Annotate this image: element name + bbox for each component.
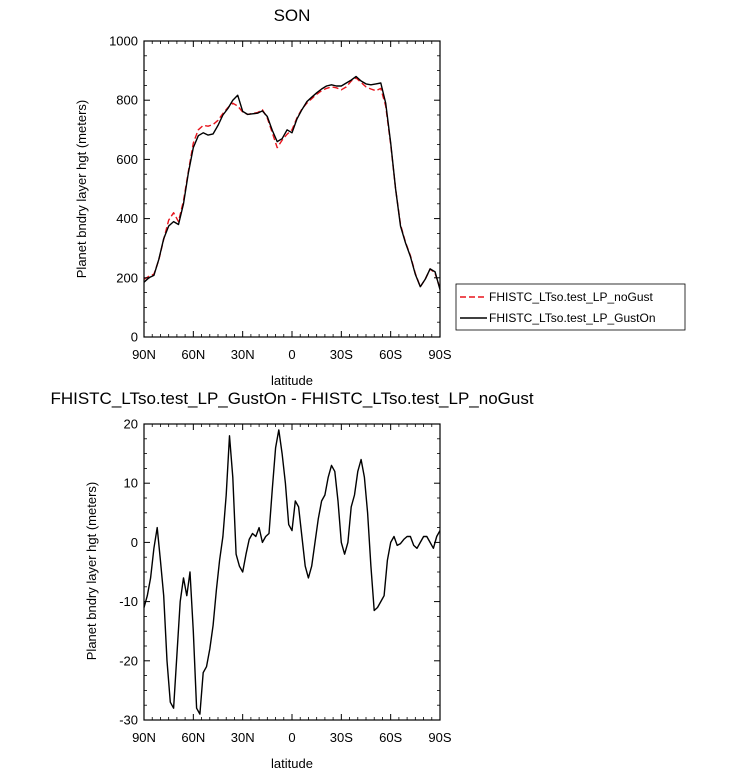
bottom-chart-frame [143,423,441,721]
bottom-xtick-label: 30N [231,730,255,745]
bottom-xtick-label: 0 [288,730,295,745]
top-chart-plot [143,75,441,290]
bottom-chart-xlabel: latitude [271,756,313,771]
top-xtick-label: 90N [132,347,156,362]
bottom-xtick-label: 90N [132,730,156,745]
bottom-xtick-label: 60N [181,730,205,745]
bottom-ytick-label: 20 [124,417,138,432]
bottom-ytick-label: -20 [119,653,138,668]
legend-label-guston: FHISTC_LTso.test_LP_GustOn [489,311,656,325]
top-ytick-label: 1000 [109,34,138,49]
bottom-chart-plot [143,429,441,715]
top-ytick-label: 600 [116,152,138,167]
bottom-xtick-label: 60S [379,730,402,745]
bottom-series-line-0 [143,429,441,715]
bottom-chart: FHISTC_LTso.test_LP_GustOn - FHISTC_LTso… [50,389,533,771]
bottom-ytick-label: -30 [119,713,138,728]
legend-box [455,283,686,331]
top-xtick-label: 60S [379,347,402,362]
top-ytick-label: 200 [116,270,138,285]
top-ytick-label: 800 [116,93,138,108]
top-xtick-label: 0 [288,347,295,362]
top-xtick-label: 30S [330,347,353,362]
bottom-chart-title: FHISTC_LTso.test_LP_GustOn - FHISTC_LTso… [50,389,533,408]
bottom-ytick-label: 0 [131,535,138,550]
top-chart-title: SON [274,6,311,25]
top-ytick-label: 400 [116,211,138,226]
top-xtick-label: 60N [181,347,205,362]
top-chart-ylabel: Planet bndry layer hgt (meters) [74,100,89,278]
bottom-chart-ylabel: Planet bndry layer hgt (meters) [84,482,99,660]
legend-label-nogust: FHISTC_LTso.test_LP_noGust [489,290,654,304]
top-chart-xlabel: latitude [271,373,313,388]
top-xtick-label: 30N [231,347,255,362]
top-series-line-0 [143,77,441,289]
bottom-xtick-label: 30S [330,730,353,745]
top-chart: SON 90N 60N 30N 0 30S 60S 90S 0 200 400 600 800 1000… [74,6,686,388]
bottom-ytick-label: -10 [119,594,138,609]
bottom-ytick-label: 10 [124,476,138,491]
top-chart-ticks: 90N 60N 30N 0 30S 60S 90S 0 200 400 600 800 1000 [109,34,452,363]
top-ytick-label: 0 [131,330,138,345]
bottom-chart-ticks: 90N 60N 30N 0 30S 60S 90S -30 -20 -10 0 10 20 [119,417,452,746]
top-series-line-1 [143,75,441,290]
bottom-xtick-label: 90S [428,730,451,745]
legend: FHISTC_LTso.test_LP_noGust FHISTC_LTso.t… [455,283,686,331]
top-xtick-label: 90S [428,347,451,362]
